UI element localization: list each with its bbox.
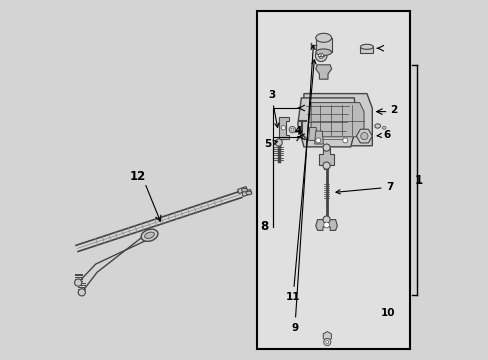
Bar: [360, 47, 373, 53]
Text: 6: 6: [376, 130, 389, 140]
Ellipse shape: [241, 188, 247, 192]
Polygon shape: [308, 127, 317, 140]
Bar: [242, 189, 251, 197]
Circle shape: [75, 279, 81, 286]
Polygon shape: [315, 220, 337, 230]
Polygon shape: [318, 148, 334, 165]
Text: 10: 10: [381, 308, 395, 318]
Polygon shape: [315, 65, 331, 79]
Circle shape: [315, 138, 320, 143]
Text: 4: 4: [294, 126, 302, 136]
Text: 11: 11: [285, 60, 315, 302]
Ellipse shape: [382, 126, 385, 129]
Polygon shape: [310, 103, 363, 137]
Circle shape: [342, 138, 347, 143]
Text: 1: 1: [414, 174, 422, 186]
Circle shape: [325, 341, 328, 343]
Circle shape: [318, 53, 323, 58]
Ellipse shape: [315, 49, 331, 55]
Text: 9: 9: [291, 45, 315, 333]
Circle shape: [275, 139, 282, 146]
Polygon shape: [303, 94, 371, 146]
Circle shape: [290, 128, 293, 131]
Text: 12: 12: [130, 170, 146, 183]
Polygon shape: [314, 131, 323, 144]
Text: 7: 7: [335, 182, 393, 194]
Circle shape: [322, 144, 329, 151]
Bar: [315, 38, 331, 52]
Circle shape: [288, 126, 295, 133]
Circle shape: [315, 50, 326, 62]
Ellipse shape: [245, 191, 251, 195]
Ellipse shape: [360, 44, 373, 49]
Circle shape: [322, 216, 329, 223]
Circle shape: [281, 126, 285, 130]
Text: 8: 8: [260, 220, 268, 233]
Circle shape: [360, 132, 367, 140]
Ellipse shape: [374, 124, 380, 128]
Ellipse shape: [144, 232, 154, 238]
Circle shape: [323, 222, 329, 228]
Text: 3: 3: [267, 90, 278, 127]
Ellipse shape: [141, 229, 158, 241]
Circle shape: [322, 162, 329, 169]
Circle shape: [78, 289, 85, 296]
Text: 2: 2: [389, 105, 397, 115]
Polygon shape: [297, 98, 356, 147]
Text: 5: 5: [264, 139, 277, 149]
Ellipse shape: [315, 33, 331, 42]
Circle shape: [323, 338, 330, 346]
Bar: [237, 186, 247, 194]
Polygon shape: [279, 117, 288, 139]
Bar: [257, 11, 409, 349]
